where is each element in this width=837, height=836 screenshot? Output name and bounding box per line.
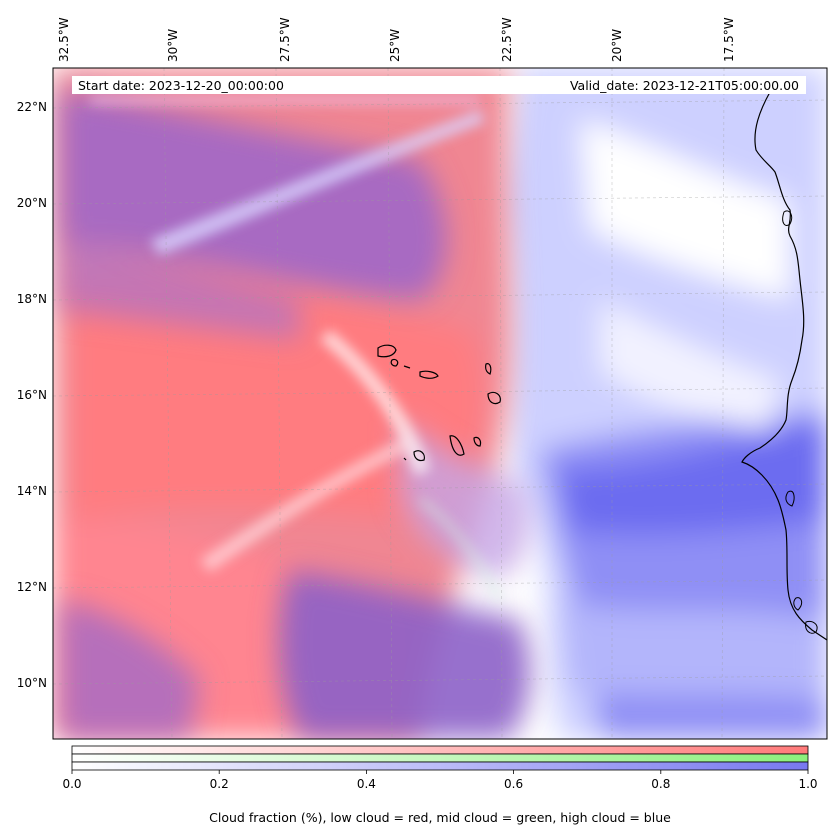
lon-label: 17.5°W	[722, 17, 736, 62]
colorbar-title: Cloud fraction (%), low cloud = red, mid…	[209, 810, 671, 825]
lon-label: 22.5°W	[500, 17, 514, 62]
lat-label: 18°N	[17, 292, 47, 306]
colorbar-tick-label: 0.0	[62, 777, 81, 791]
colorbar-tick-label: 0.4	[357, 777, 376, 791]
colorbar-low-cloud	[71, 745, 809, 755]
lat-label: 16°N	[17, 388, 47, 402]
colorbar-tick-label: 1.0	[798, 777, 817, 791]
map-panel[interactable]: Start date: 2023-12-20_00:00:00 Valid_da…	[53, 68, 827, 739]
lat-label: 22°N	[17, 100, 47, 114]
colorbar-high-cloud	[71, 761, 809, 771]
lon-label: 20°W	[610, 29, 624, 62]
lat-label: 12°N	[17, 580, 47, 594]
lon-label: 27.5°W	[278, 17, 292, 62]
lon-label: 32.5°W	[57, 17, 71, 62]
lon-label: 30°W	[166, 29, 180, 62]
map-frame	[52, 67, 828, 740]
gridlines	[53, 68, 827, 739]
latitude-axis: 22°N 20°N 18°N 16°N 14°N 12°N 10°N	[17, 100, 47, 690]
lon-label: 25°W	[388, 29, 402, 62]
info-box	[72, 76, 806, 94]
high-cloud-field	[500, 68, 827, 739]
lat-label: 10°N	[17, 676, 47, 690]
start-date-label: Start date: 2023-12-20_00:00:00	[78, 78, 284, 93]
colorbar-tick-label: 0.6	[504, 777, 523, 791]
colorbar-tick-label: 0.2	[210, 777, 229, 791]
coast-detail	[782, 210, 818, 634]
lat-label: 20°N	[17, 196, 47, 210]
low-high-overlap-field	[60, 90, 531, 739]
africa-coastline	[741, 91, 827, 641]
colorbar-ticks: 0.0 0.2 0.4 0.6 0.8 1.0	[62, 770, 818, 791]
colorbar: 0.0 0.2 0.4 0.6 0.8 1.0 Cloud fraction (%), l…	[62, 745, 818, 825]
cape-verde-islands	[377, 344, 501, 462]
lat-label: 14°N	[17, 484, 47, 498]
cloud-streaks	[90, 96, 503, 602]
colorbar-mid-cloud	[71, 753, 809, 763]
colorbar-tick-label: 0.8	[651, 777, 670, 791]
longitude-axis: 32.5°W 30°W 27.5°W 25°W 22.5°W 20°W 17.5…	[57, 17, 736, 62]
valid-date-label: Valid_date: 2023-12-21T05:00:00.00	[570, 78, 799, 93]
